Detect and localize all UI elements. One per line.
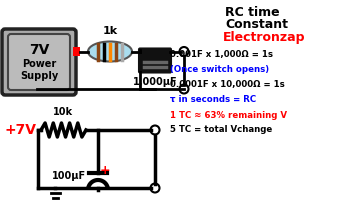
Text: 100μF: 100μF [52, 171, 86, 181]
Text: +: + [100, 164, 110, 176]
Text: 1k: 1k [103, 26, 118, 37]
Text: +7V: +7V [5, 123, 37, 137]
FancyBboxPatch shape [139, 49, 171, 72]
Text: τ in seconds = RC: τ in seconds = RC [170, 96, 256, 105]
Text: Constant: Constant [225, 17, 288, 30]
Bar [73, 47, 80, 56]
Text: RC time: RC time [225, 5, 280, 18]
Text: 10k: 10k [53, 107, 74, 117]
Text: 0.001F x 1,000Ω = 1s: 0.001F x 1,000Ω = 1s [170, 50, 273, 59]
Ellipse shape [88, 42, 132, 62]
Text: 1 TC ≈ 63% remaining V: 1 TC ≈ 63% remaining V [170, 110, 287, 119]
Text: 1,000μF: 1,000μF [133, 77, 177, 87]
Text: 0.0001F x 10,000Ω = 1s: 0.0001F x 10,000Ω = 1s [170, 80, 285, 89]
Text: Power
Supply: Power Supply [20, 59, 58, 81]
FancyBboxPatch shape [2, 29, 76, 95]
Text: (Once switch opens): (Once switch opens) [170, 66, 269, 75]
Text: 7V: 7V [29, 43, 49, 57]
Text: 5 TC = total Vchange: 5 TC = total Vchange [170, 126, 272, 134]
Text: Electronzap: Electronzap [223, 32, 305, 45]
FancyBboxPatch shape [8, 34, 70, 90]
